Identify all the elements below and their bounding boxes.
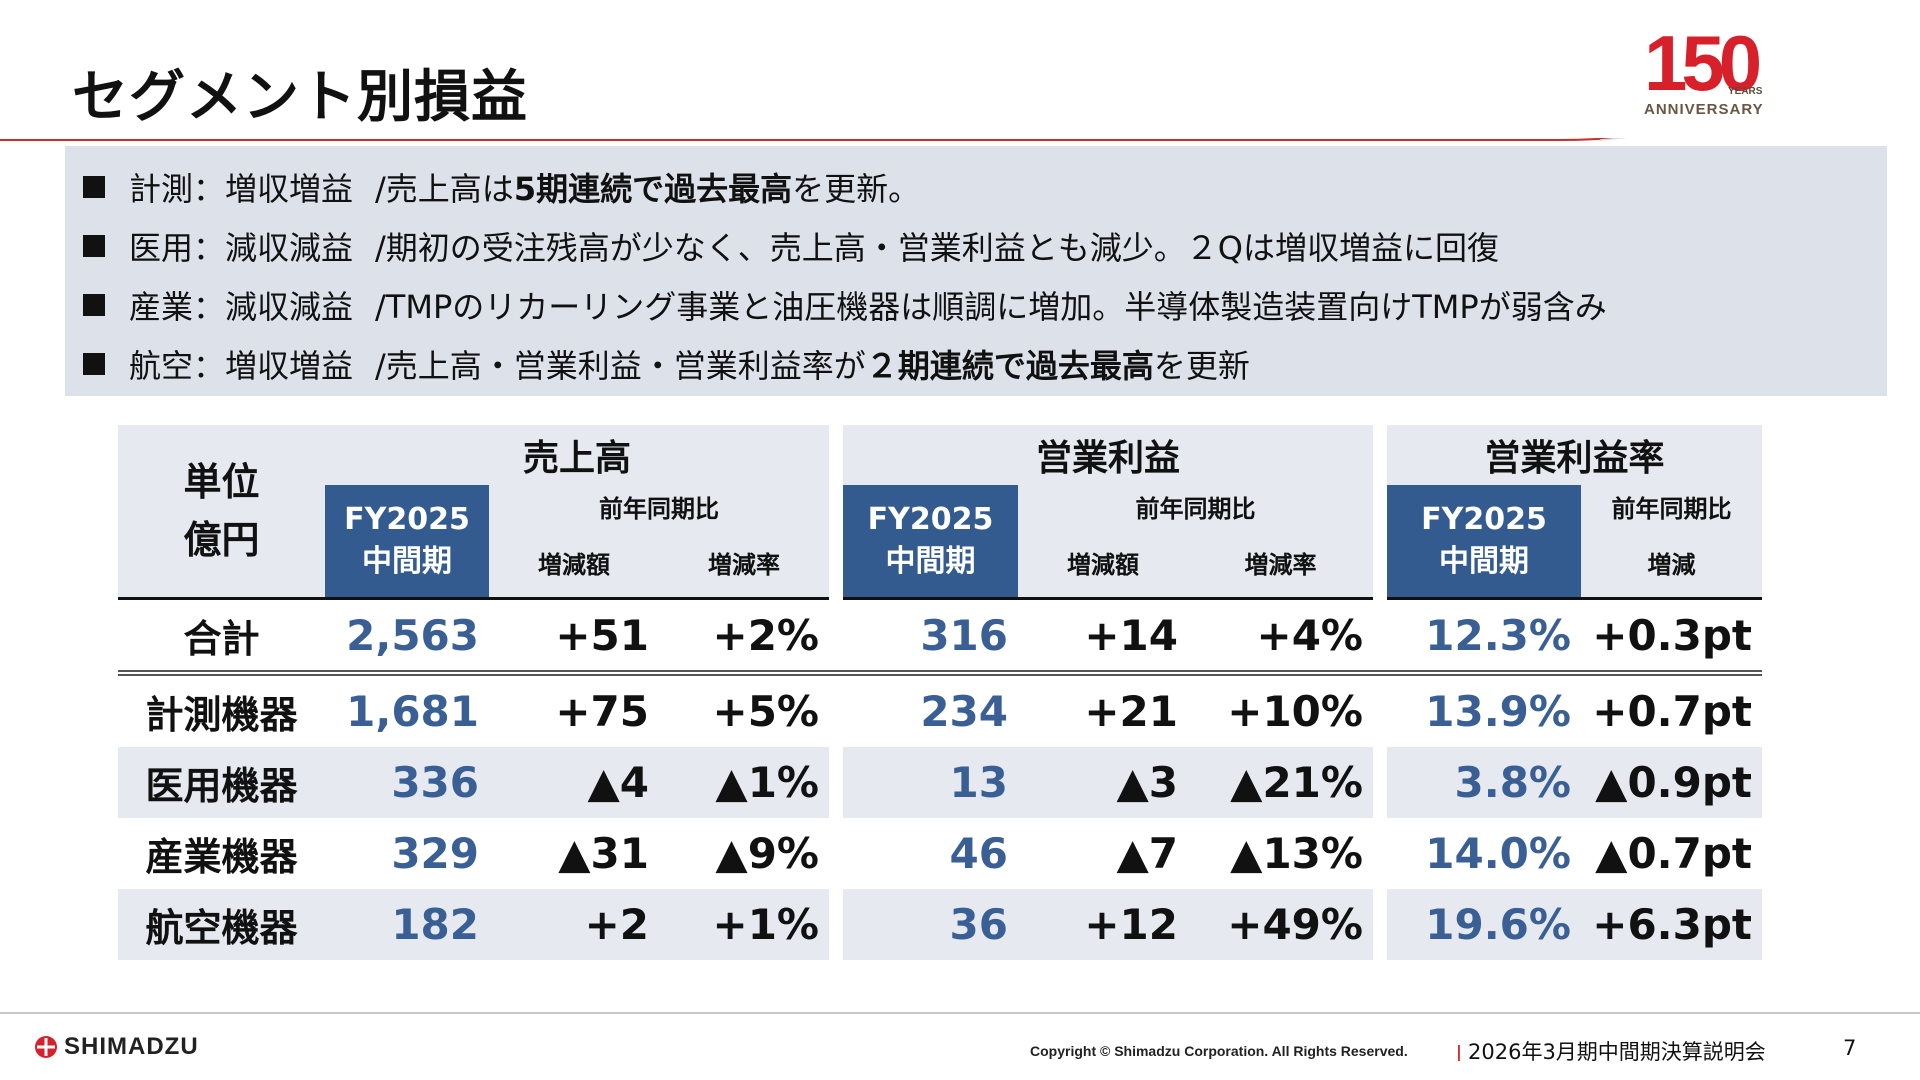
cell-op-delta: +21	[1018, 673, 1188, 747]
row-label: 計測機器	[118, 673, 325, 747]
anniversary-years: YEARS	[1728, 86, 1763, 97]
segment-table: 単位 億円 売上高 営業利益 営業利益率 FY2025 中間期 前年同期比 FY20…	[118, 425, 1762, 960]
cell-op-rate: +4%	[1188, 597, 1373, 673]
copyright-text: Copyright © Shimadzu Corporation. All Ri…	[1030, 1043, 1408, 1059]
anniversary-logo: 150 YEARS ANNIVERSARY	[1640, 24, 1780, 120]
summary-segment: 航空：増収増益	[129, 347, 354, 385]
cell-margin-delta: +0.3pt	[1581, 597, 1762, 673]
yoy-header-op-margin: 前年同期比	[1581, 485, 1762, 527]
cell-op-fy2025: 46	[843, 818, 1018, 889]
cell-margin-fy2025: 13.9%	[1387, 673, 1581, 747]
delta-amount-header-op-income: 増減額	[1018, 527, 1188, 599]
cell-sales-fy2025: 336	[325, 747, 489, 818]
cell-op-rate: ▲13%	[1188, 818, 1373, 889]
summary-line-2: 医用：減収減益 /期初の受注残高が少なく、売上高・営業利益とも減少。２Qは増収増…	[83, 223, 1511, 269]
summary-segment: 産業：減収減益	[129, 288, 354, 326]
cell-sales-rate: +5%	[659, 673, 829, 747]
square-bullet-icon	[83, 353, 105, 375]
cell-sales-delta: ▲31	[489, 818, 659, 889]
cell-op-delta: ▲3	[1018, 747, 1188, 818]
event-name: 2026年3月期中間期決算説明会	[1468, 1040, 1766, 1064]
page-title: セグメント別損益	[72, 65, 528, 130]
cell-margin-delta: ▲0.9pt	[1581, 747, 1762, 818]
square-bullet-icon	[83, 235, 105, 257]
summary-line-1: 計測：増収増益 /売上高は5期連続で過去最高を更新。	[83, 164, 932, 210]
footer-divider	[0, 1012, 1920, 1014]
anniversary-number: 150	[1644, 19, 1762, 107]
page-number: 7	[1843, 1036, 1857, 1060]
cell-op-fy2025: 36	[843, 889, 1018, 960]
cell-margin-fy2025: 12.3%	[1387, 597, 1581, 673]
square-bullet-icon	[83, 294, 105, 316]
row-label: 医用機器	[118, 747, 325, 818]
cell-margin-fy2025: 3.8%	[1387, 747, 1581, 818]
unit-header: 単位 億円	[118, 425, 325, 599]
summary-text: /TMPのリカーリング事業と油圧機器は順調に増加。半導体製造装置向けTMPが弱含…	[375, 288, 1607, 326]
cell-op-fy2025: 234	[843, 673, 1018, 747]
cell-sales-rate: ▲9%	[659, 818, 829, 889]
cell-op-rate: +10%	[1188, 673, 1373, 747]
table-row: 計測機器 1,681 +75 +5% 234 +21 +10% 13.9% +0…	[118, 673, 1762, 747]
cell-sales-fy2025: 2,563	[325, 597, 489, 673]
summary-line-3: 産業：減収減益 /TMPのリカーリング事業と油圧機器は順調に増加。半導体製造装置…	[83, 282, 1619, 328]
fy2025-header-op-income: FY2025 中間期	[843, 485, 1018, 599]
summary-line-4: 航空：増収増益 /売上高・営業利益・営業利益率が２期連続で過去最高を更新	[83, 341, 1262, 387]
cell-sales-delta: +2	[489, 889, 659, 960]
delta-header-op-margin: 増減	[1581, 527, 1762, 599]
fy2025-header-sales: FY2025 中間期	[325, 485, 489, 599]
cell-op-delta: ▲7	[1018, 818, 1188, 889]
op-margin-header: 営業利益率	[1387, 425, 1762, 485]
table-row: 航空機器 182 +2 +1% 36 +12 +49% 19.6% +6.3pt	[118, 889, 1762, 960]
table-row: 医用機器 336 ▲4 ▲1% 13 ▲3 ▲21% 3.8% ▲0.9pt	[118, 747, 1762, 818]
delta-rate-header-sales: 増減率	[659, 527, 829, 599]
cell-sales-fy2025: 329	[325, 818, 489, 889]
delta-rate-header-op-income: 増減率	[1188, 527, 1373, 599]
cell-sales-fy2025: 1,681	[325, 673, 489, 747]
cell-margin-delta: +6.3pt	[1581, 889, 1762, 960]
cell-sales-delta: +75	[489, 673, 659, 747]
cell-op-fy2025: 13	[843, 747, 1018, 818]
anniversary-text: ANNIVERSARY	[1644, 101, 1764, 118]
cell-sales-rate: +1%	[659, 889, 829, 960]
row-label: 航空機器	[118, 889, 325, 960]
cell-sales-fy2025: 182	[325, 889, 489, 960]
sales-header: 売上高	[325, 425, 829, 485]
shimadzu-emblem-icon	[35, 1036, 57, 1058]
cell-op-delta: +12	[1018, 889, 1188, 960]
cell-sales-rate: +2%	[659, 597, 829, 673]
summary-segment: 計測：増収増益	[129, 170, 354, 208]
summary-text: /売上高は5期連続で過去最高を更新。	[375, 170, 921, 208]
summary-text: /売上高・営業利益・営業利益率が２期連続で過去最高を更新	[375, 347, 1250, 385]
cell-sales-delta: +51	[489, 597, 659, 673]
cell-margin-delta: +0.7pt	[1581, 673, 1762, 747]
table-row-total: 合計 2,563 +51 +2% 316 +14 +4% 12.3% +0.3p…	[118, 597, 1762, 673]
cell-op-fy2025: 316	[843, 597, 1018, 673]
cell-margin-fy2025: 19.6%	[1387, 889, 1581, 960]
fy2025-header-op-margin: FY2025 中間期	[1387, 485, 1581, 599]
cell-sales-delta: ▲4	[489, 747, 659, 818]
cell-op-rate: ▲21%	[1188, 747, 1373, 818]
cell-margin-fy2025: 14.0%	[1387, 818, 1581, 889]
square-bullet-icon	[83, 176, 105, 198]
delta-amount-header-sales: 増減額	[489, 527, 659, 599]
cell-op-rate: +49%	[1188, 889, 1373, 960]
cell-margin-delta: ▲0.7pt	[1581, 818, 1762, 889]
table-row: 産業機器 329 ▲31 ▲9% 46 ▲7 ▲13% 14.0% ▲0.7pt	[118, 818, 1762, 889]
row-label: 合計	[118, 597, 325, 673]
brand-name: SHIMADZU	[64, 1033, 199, 1060]
cell-op-delta: +14	[1018, 597, 1188, 673]
summary-segment: 医用：減収減益	[129, 229, 354, 267]
row-label: 産業機器	[118, 818, 325, 889]
footer-separator: |	[1456, 1042, 1462, 1061]
op-income-header: 営業利益	[843, 425, 1373, 485]
shimadzu-logo: SHIMADZU	[34, 1033, 199, 1061]
yoy-header-op-income: 前年同期比	[1018, 485, 1373, 527]
summary-text: /期初の受注残高が少なく、売上高・営業利益とも減少。２Qは増収増益に回復	[375, 229, 1499, 267]
yoy-header-sales: 前年同期比	[489, 485, 829, 527]
cell-sales-rate: ▲1%	[659, 747, 829, 818]
summary-panel: 計測：増収増益 /売上高は5期連続で過去最高を更新。 医用：減収減益 /期初の受…	[65, 146, 1887, 396]
